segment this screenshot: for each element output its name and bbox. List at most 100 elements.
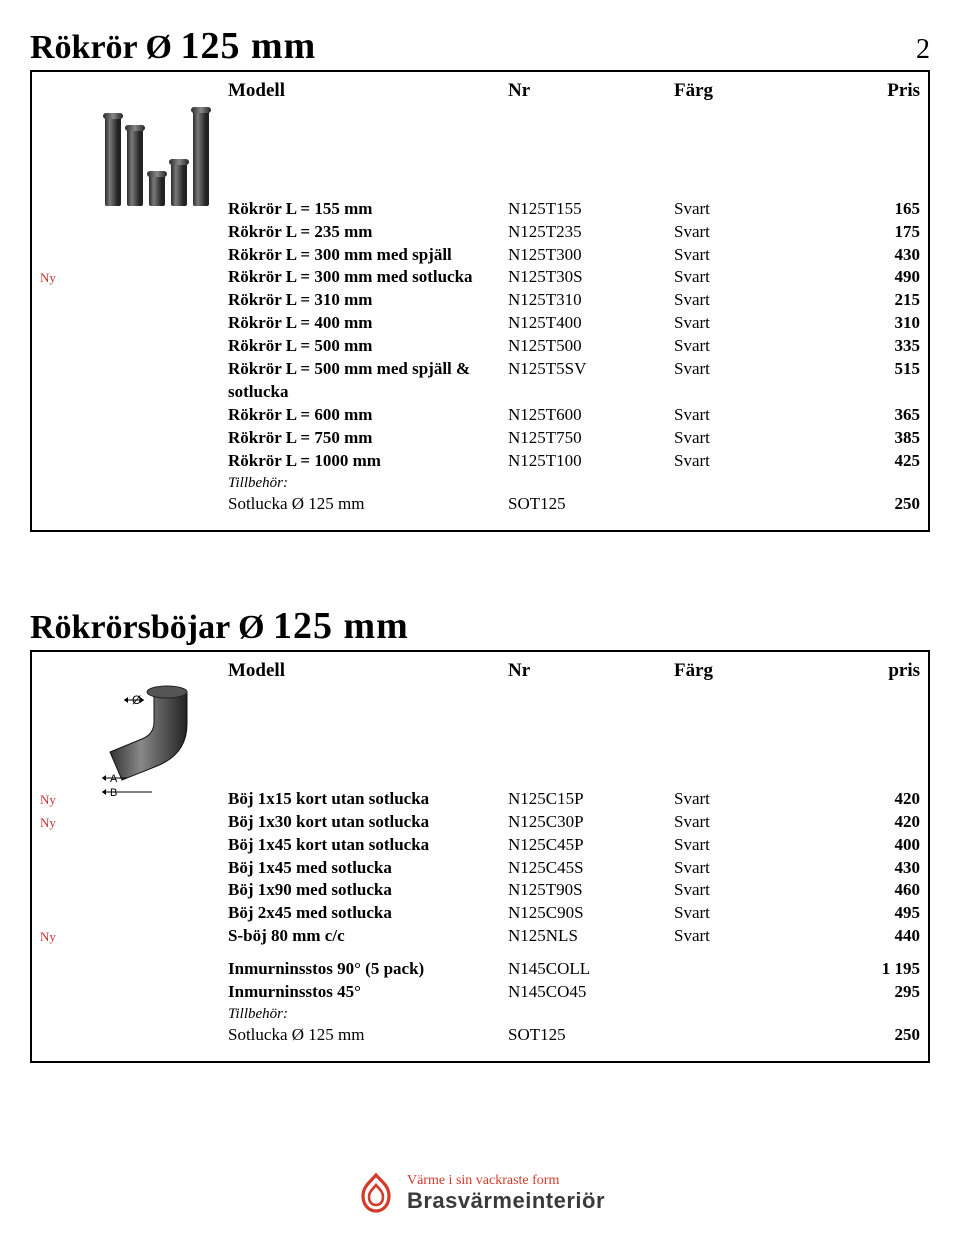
pipes-thumb	[92, 104, 222, 214]
table-row: Ny S-böj 80 mm c/c N125NLS Svart 440	[40, 925, 920, 948]
table-row: Sotlucka Ø 125 mm SOT125 250	[40, 493, 920, 516]
cell-nr: N125T750	[508, 427, 668, 450]
section-a-title: Rökrör Ø 125 mm	[30, 24, 316, 68]
elbow-thumb: Ø A B	[92, 684, 222, 804]
cell-farg: Svart	[674, 788, 814, 811]
hdr-farg: Färg	[674, 78, 814, 104]
cell-nr: N125C45P	[508, 834, 668, 857]
section-a-box: Modell Nr Färg Pris Rökrör L = 155 mm N1…	[30, 70, 930, 532]
table-row: Böj 1x45 med sotlucka N125C45S Svart 430	[40, 857, 920, 880]
brand-text: Värme i sin vackraste form Brasvärmeinte…	[407, 1174, 605, 1212]
cell-pris: 515	[820, 358, 920, 381]
cell-pris: 165	[820, 198, 920, 221]
cell-modell: Böj 1x90 med sotlucka	[228, 879, 502, 902]
cell-pris: 490	[820, 266, 920, 289]
cell-nr: N125T300	[508, 244, 668, 267]
brand: Värme i sin vackraste form Brasvärmeinte…	[355, 1172, 605, 1214]
cell-nr: N125C90S	[508, 902, 668, 925]
cell-pris: 250	[820, 493, 920, 516]
cell-farg: Svart	[674, 198, 814, 221]
cell-pris: 425	[820, 450, 920, 473]
cell-modell: Sotlucka Ø 125 mm	[228, 493, 502, 516]
brand-tagline: Värme i sin vackraste form	[407, 1174, 605, 1188]
table-row: Böj 1x90 med sotlucka N125T90S Svart 460	[40, 879, 920, 902]
table-row: Rökrör L = 500 mm N125T500 Svart 335	[40, 335, 920, 358]
cell-modell: Rökrör L = 300 mm med spjäll	[228, 244, 502, 267]
tillbehor-label-b: Tillbehör:	[228, 1004, 502, 1024]
cell-nr: N125T500	[508, 335, 668, 358]
cell-nr: N125T5SV	[508, 358, 668, 381]
cell-pris: 385	[820, 427, 920, 450]
tillbehor-label-row: Tillbehör:	[40, 473, 920, 493]
section-b-title: Rökrörsböjar Ø 125 mm	[30, 604, 409, 648]
cell-nr: N125T235	[508, 221, 668, 244]
cell-farg: Svart	[674, 879, 814, 902]
cell-modell: Böj 1x45 kort utan sotlucka	[228, 834, 502, 857]
cell-modell: Sotlucka Ø 125 mm	[228, 1024, 502, 1047]
cell-modell: Rökrör L = 400 mm	[228, 312, 502, 335]
cell-modell: Böj 2x45 med sotlucka	[228, 902, 502, 925]
cell-modell: Rökrör L = 310 mm	[228, 289, 502, 312]
page: Rökrör Ø 125 mm 2 Modell Nr Färg Pris Rö…	[0, 0, 960, 1238]
cell-pris: 400	[820, 834, 920, 857]
table-row: Inmurninsstos 90° (5 pack) N145COLL 1 19…	[40, 958, 920, 981]
table-row: Rökrör L = 750 mm N125T750 Svart 385	[40, 427, 920, 450]
cell-farg: Svart	[674, 450, 814, 473]
cell-modell: Inmurninsstos 45°	[228, 981, 502, 1004]
cell-pris: 495	[820, 902, 920, 925]
cell-pris: 310	[820, 312, 920, 335]
cell-farg: Svart	[674, 404, 814, 427]
cell-nr: SOT125	[508, 493, 668, 516]
cell-farg: Svart	[674, 857, 814, 880]
section-b-title-diam: 125 mm	[273, 605, 409, 647]
tillbehor-label: Tillbehör:	[228, 473, 502, 493]
cell-nr: N125T155	[508, 198, 668, 221]
cell-modell: Rökrör L = 155 mm	[228, 198, 502, 221]
section-a-title-row: Rökrör Ø 125 mm 2	[30, 24, 930, 68]
cell-modell: Rökrör L = 750 mm	[228, 427, 502, 450]
cell-modell: Inmurninsstos 90° (5 pack)	[228, 958, 502, 981]
cell-pris: 430	[820, 244, 920, 267]
section-b-title-pre: Rökrörsböjar Ø	[30, 609, 273, 646]
section-a-title-pre: Rökrör Ø	[30, 29, 180, 66]
cell-farg: Svart	[674, 335, 814, 358]
hdr-farg-b: Färg	[674, 658, 814, 684]
hdr-nr-b: Nr	[508, 658, 668, 684]
cell-farg: Svart	[674, 902, 814, 925]
cell-nr: N125C15P	[508, 788, 668, 811]
table-row: Ny Rökrör L = 300 mm med sotlucka N125T3…	[40, 266, 920, 289]
cell-modell: Rökrör L = 1000 mm	[228, 450, 502, 473]
cell-pris: 1 195	[820, 958, 920, 981]
hdr-modell-b: Modell	[228, 658, 502, 684]
cell-modell: Rökrör L = 235 mm	[228, 221, 502, 244]
cell-pris: 365	[820, 404, 920, 427]
cell-pris: 250	[820, 1024, 920, 1047]
table-row: Rökrör L = 500 mm med spjäll & sotlucka …	[40, 358, 920, 404]
cell-modell: Böj 1x30 kort utan sotlucka	[228, 811, 502, 834]
cell-pris: 420	[820, 811, 920, 834]
section-a-header-row: Modell Nr Färg Pris	[40, 78, 920, 104]
cell-pris: 295	[820, 981, 920, 1004]
table-row: Rökrör L = 300 mm med spjäll N125T300 Sv…	[40, 244, 920, 267]
cell-modell: Böj 1x15 kort utan sotlucka	[228, 788, 502, 811]
cell-nr: N125NLS	[508, 925, 668, 948]
cell-pris: 460	[820, 879, 920, 902]
cell-pris: 335	[820, 335, 920, 358]
brand-flame-icon	[355, 1172, 397, 1214]
section-b-box: Modell Nr Färg pris Ny Ø A B	[30, 650, 930, 1063]
table-row: Rökrör L = 310 mm N125T310 Svart 215	[40, 289, 920, 312]
cell-farg: Svart	[674, 834, 814, 857]
cell-modell: Böj 1x45 med sotlucka	[228, 857, 502, 880]
cell-modell: Rökrör L = 600 mm	[228, 404, 502, 427]
footer: Värme i sin vackraste form Brasvärmeinte…	[0, 1172, 960, 1214]
table-row: Ny Ø A B Böj 1x15 kort utan sotlucka N12…	[40, 684, 920, 811]
svg-text:B: B	[110, 787, 117, 799]
hdr-pris: Pris	[820, 78, 920, 104]
ny-badge: Ny	[40, 814, 86, 832]
cell-nr: N125T100	[508, 450, 668, 473]
ny-badge: Ny	[40, 269, 86, 287]
section-a-title-diam: 125 mm	[180, 25, 316, 67]
cell-farg: Svart	[674, 244, 814, 267]
cell-nr: SOT125	[508, 1024, 668, 1047]
section-b-header-row: Modell Nr Färg pris	[40, 658, 920, 684]
